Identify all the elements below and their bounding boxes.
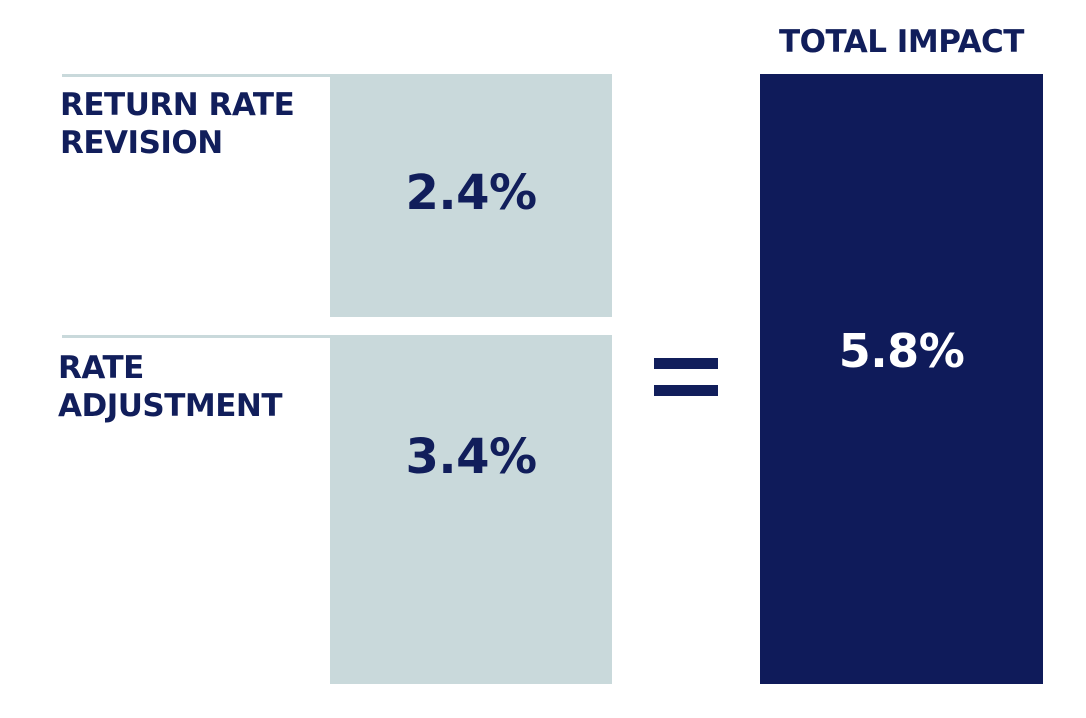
divider-rule-rate-adjustment — [62, 335, 330, 338]
equals-bar-bottom — [654, 385, 718, 396]
divider-rule-return-rate — [62, 74, 330, 77]
component-box-return-rate-revision: 2.4% — [330, 74, 612, 317]
component-box-rate-adjustment: 3.4% — [330, 335, 612, 684]
equals-icon — [654, 358, 718, 396]
label-line: ADJUSTMENT — [58, 388, 283, 424]
label-line: RETURN RATE — [60, 87, 295, 123]
total-impact-title: TOTAL IMPACT — [779, 24, 1024, 60]
component-label-rate-adjustment: RATE ADJUSTMENT — [58, 349, 283, 425]
label-line: RATE — [58, 350, 144, 386]
label-line: REVISION — [60, 125, 223, 161]
component-value-return-rate-revision: 2.4% — [405, 165, 537, 221]
equals-bar-top — [654, 358, 718, 369]
total-impact-value: 5.8% — [838, 324, 965, 378]
component-label-return-rate-revision: RETURN RATE REVISION — [60, 86, 295, 162]
total-impact-box: 5.8% — [760, 74, 1043, 684]
component-value-rate-adjustment: 3.4% — [405, 429, 537, 485]
